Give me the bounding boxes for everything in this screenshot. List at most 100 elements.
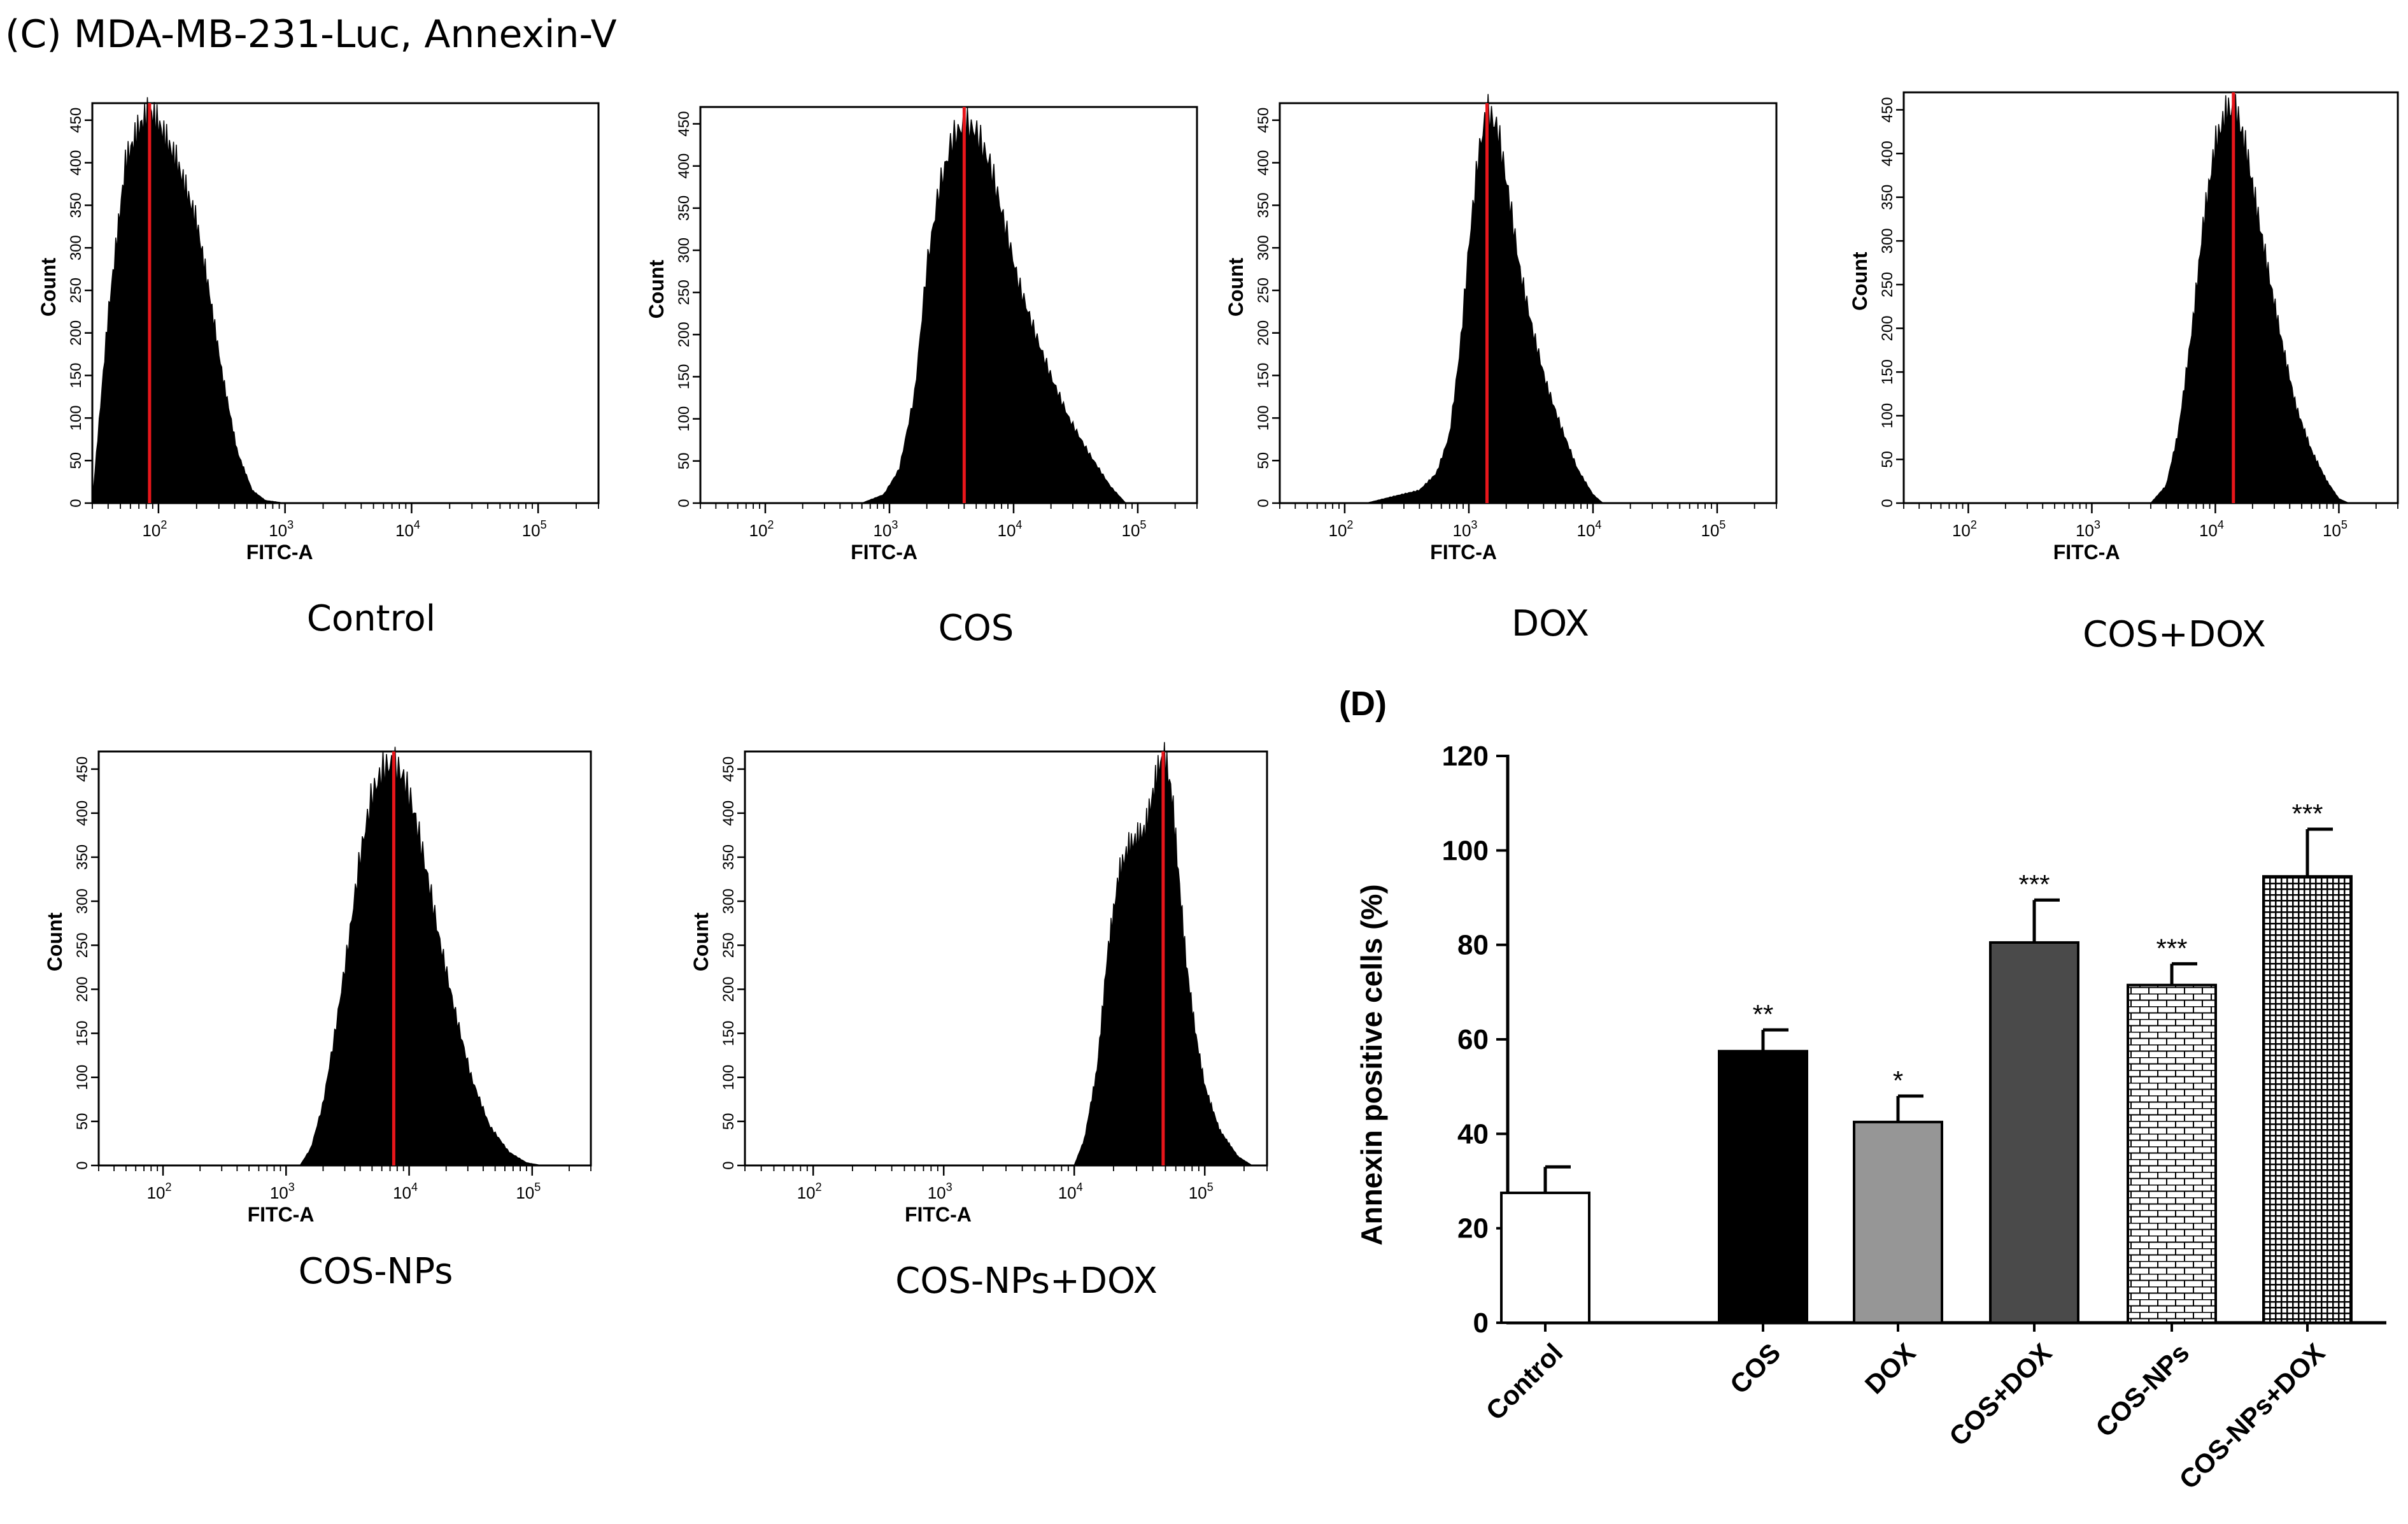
x-axis-label: FITC-A [248,1203,315,1226]
x-tick-label: 102 [1328,518,1353,540]
panel-label: COS+DOX [2083,614,2266,655]
y-tick-label: 50 [74,1113,91,1130]
category-label: Control [1480,1337,1569,1426]
y-tick-label: 0 [1473,1307,1489,1339]
y-tick-label: 450 [1879,97,1896,122]
x-tick-label: 102 [797,1181,822,1202]
y-tick-label: 0 [67,499,85,507]
panel-label: COS [938,608,1014,649]
annexin-bar-chart: 0 20 40 60 80 100 120 Annexin positive cells (%… [1355,741,2386,1495]
x-tick-label: 104 [997,518,1022,540]
y-tick-label: 300 [74,888,91,914]
x-axis-label: FITC-A [851,541,917,564]
y-tick-label: 100 [1255,405,1272,431]
bar-control [1500,1192,1590,1324]
x-tick-label: 103 [2076,518,2100,540]
y-tick-label: 200 [67,320,85,346]
y-tick-label: 80 [1457,930,1489,961]
y-tick-label: 250 [720,932,737,958]
y-axis-label: Count [37,257,60,317]
y-tick-label: 300 [1879,228,1896,253]
y-tick-label: 150 [1255,363,1272,388]
y-tick-label: 400 [676,153,693,179]
y-tick-label: 450 [67,108,85,133]
y-tick-label: 50 [720,1113,737,1130]
bar-cos-dox [1989,941,2079,1325]
y-tick-label: 400 [720,801,737,826]
significance-marker: *** [2018,869,2050,899]
histogram-3: 0 50 100 150 200 250 300 350 400 450 Count 102 103 10… [1224,94,1778,644]
y-tick-label: 250 [1879,272,1896,297]
category-label: COS+DOX [1943,1337,2057,1451]
y-tick-label: 60 [1457,1024,1489,1055]
y-tick-label: 400 [1879,141,1896,166]
y-tick-label: 0 [676,499,693,507]
x-tick-label: 102 [142,518,167,540]
y-tick-label: 150 [1879,359,1896,385]
y-tick-label: 350 [1879,185,1896,210]
category-label: COS [1724,1337,1787,1400]
significance-marker: * [1893,1065,1903,1095]
y-axis-label: Count [690,912,712,971]
y-axis-label: Count [1848,252,1871,311]
y-tick-label: 50 [1879,451,1896,468]
y-tick-label: 0 [720,1161,737,1169]
x-tick-label: 104 [393,1181,418,1202]
x-tick-label: 104 [2199,518,2224,540]
y-tick-label: 50 [67,452,85,469]
y-tick-label: 100 [67,405,85,431]
y-axis-label: Count [1224,257,1247,317]
y-tick-label: 0 [74,1161,91,1169]
y-tick-label: 0 [1255,499,1272,507]
x-tick-label: 105 [522,518,547,540]
panel-label: COS-NPs [299,1251,453,1292]
x-tick-label: 103 [873,518,898,540]
x-tick-label: 103 [1452,518,1477,540]
category-label: COS-NPs [2090,1337,2195,1442]
histogram-frame [1902,91,2399,504]
category-label: DOX [1859,1337,1922,1400]
y-tick-label: 350 [67,192,85,218]
panel-label: COS-NPs+DOX [895,1260,1158,1302]
y-tick-label: 50 [676,452,693,469]
x-tick-label: 103 [269,518,294,540]
category-label: COS-NPs+DOX [2173,1337,2330,1495]
histogram-fill [92,97,285,504]
x-tick-label: 105 [1701,518,1725,540]
y-tick-label: 100 [1442,835,1489,866]
y-tick-label: 150 [676,364,693,389]
y-tick-label: 200 [1879,316,1896,341]
y-tick-label: 40 [1457,1118,1489,1150]
y-tick-label: 350 [74,844,91,870]
x-tick-label: 105 [2323,518,2348,540]
histogram-6: 0 50 100 150 200 250 300 350 400 450 Count 102 103 10… [690,742,1268,1302]
y-tick-label: 350 [676,196,693,221]
y-tick-label: 100 [74,1065,91,1090]
y-tick-label: 250 [676,280,693,305]
y-tick-label: 150 [720,1021,737,1046]
y-tick-label: 300 [676,238,693,263]
y-tick-label: 350 [1255,192,1272,218]
x-axis-label: FITC-A [905,1203,972,1226]
histogram-fill [299,746,542,1166]
significance-marker: ** [1753,999,1774,1029]
bar-cos-nps [2127,983,2217,1325]
histogram-fill [2149,94,2349,504]
panel-label: DOX [1512,603,1589,644]
x-axis-label: FITC-A [246,541,313,564]
y-tick-label: 20 [1457,1213,1489,1244]
x-tick-label: 103 [928,1181,953,1202]
bar-cos-nps-dox [2262,875,2353,1324]
y-tick-label: 250 [1255,278,1272,303]
figure-title-c: (C) MDA-MB-231-Luc, Annexin-V [5,12,617,57]
x-axis-label: FITC-A [2053,541,2120,564]
y-tick-label: 200 [676,322,693,347]
panel-label: Control [307,598,436,639]
y-axis-label: Count [43,912,66,971]
x-tick-label: 104 [1576,518,1601,540]
y-tick-label: 450 [1255,108,1272,133]
y-tick-label: 400 [1255,150,1272,176]
y-tick-label: 150 [74,1021,91,1046]
y-tick-label: 450 [720,757,737,782]
